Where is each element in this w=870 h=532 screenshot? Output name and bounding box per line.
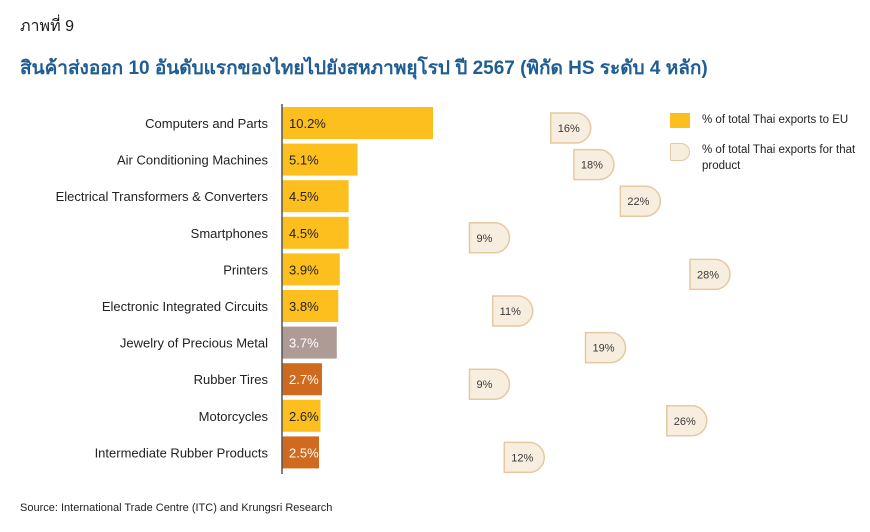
category-label: Electrical Transformers & Converters — [56, 189, 269, 204]
bar-value-label: 3.8% — [289, 299, 319, 314]
share-bubble-label: 12% — [511, 452, 533, 464]
bar — [282, 399, 321, 432]
share-bubble — [503, 441, 545, 474]
share-bubble — [619, 185, 662, 217]
category-label: Smartphones — [191, 226, 269, 241]
category-label: Jewelry of Precious Metal — [120, 336, 268, 351]
category-label: Air Conditioning Machines — [117, 153, 269, 168]
bar-value-label: 5.1% — [289, 153, 319, 168]
bar-value-label: 3.9% — [289, 262, 319, 277]
legend-item-bar: % of total Thai exports to EU — [670, 112, 860, 128]
legend-bar-label: % of total Thai exports to EU — [702, 114, 849, 126]
category-label: Printers — [223, 262, 268, 277]
legend: % of total Thai exports to EU % of total… — [670, 112, 860, 188]
legend-bar-swatch — [670, 113, 690, 128]
bar — [282, 290, 339, 322]
category-label: Intermediate Rubber Products — [95, 445, 269, 460]
figure-label: ภาพที่ 9 — [20, 18, 74, 35]
category-label: Rubber Tires — [194, 372, 269, 387]
share-bubble-label: 9% — [476, 233, 492, 245]
share-bubble-label: 22% — [627, 196, 649, 208]
share-bubble-label: 18% — [581, 160, 603, 172]
share-bubble-label: 19% — [593, 343, 615, 355]
share-bubble — [666, 405, 708, 437]
category-label: Motorcycles — [199, 409, 269, 424]
bar-value-label: 2.6% — [289, 409, 319, 424]
legend-item-bubble: % of total Thai exports for that product — [670, 142, 860, 174]
bar — [282, 326, 337, 359]
bar-value-label: 10.2% — [289, 116, 326, 131]
bar — [282, 436, 320, 469]
bar-value-label: 2.7% — [289, 372, 319, 387]
bar-value-label: 4.5% — [289, 189, 319, 204]
share-bubble — [584, 331, 627, 364]
category-label: Electronic Integrated Circuits — [102, 299, 269, 314]
bar — [282, 107, 433, 139]
bar — [282, 143, 358, 176]
legend-bubble-swatch — [670, 143, 690, 161]
bar-value-label: 3.7% — [289, 336, 319, 351]
chart-title: สินค้าส่งออก 10 อันดับแรกของไทยไปยังสหภา… — [20, 58, 708, 79]
share-bubble — [491, 295, 534, 327]
share-bubble-label: 28% — [697, 269, 719, 281]
legend-bubble-label: % of total Thai exports for that product — [702, 144, 856, 172]
share-bubble — [549, 112, 592, 144]
share-bubble — [468, 368, 511, 400]
share-bubble — [689, 258, 731, 291]
share-bubble-label: 16% — [558, 123, 580, 135]
bar — [282, 253, 340, 286]
share-bubble-label: 9% — [476, 379, 492, 391]
bar-value-label: 4.5% — [289, 226, 319, 241]
share-bubble — [573, 148, 615, 181]
bar-value-label: 2.5% — [289, 445, 319, 460]
share-bubble-label: 11% — [500, 306, 521, 318]
bar — [282, 363, 322, 396]
category-label: Computers and Parts — [145, 116, 268, 131]
bar — [282, 216, 349, 249]
source-note: Source: International Trade Centre (ITC)… — [20, 502, 333, 514]
share-bubble-label: 26% — [674, 416, 696, 428]
bar — [282, 180, 349, 213]
share-bubble — [468, 222, 511, 254]
